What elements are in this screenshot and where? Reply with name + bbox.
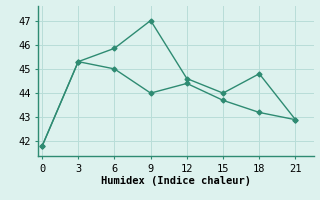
X-axis label: Humidex (Indice chaleur): Humidex (Indice chaleur)	[101, 176, 251, 186]
